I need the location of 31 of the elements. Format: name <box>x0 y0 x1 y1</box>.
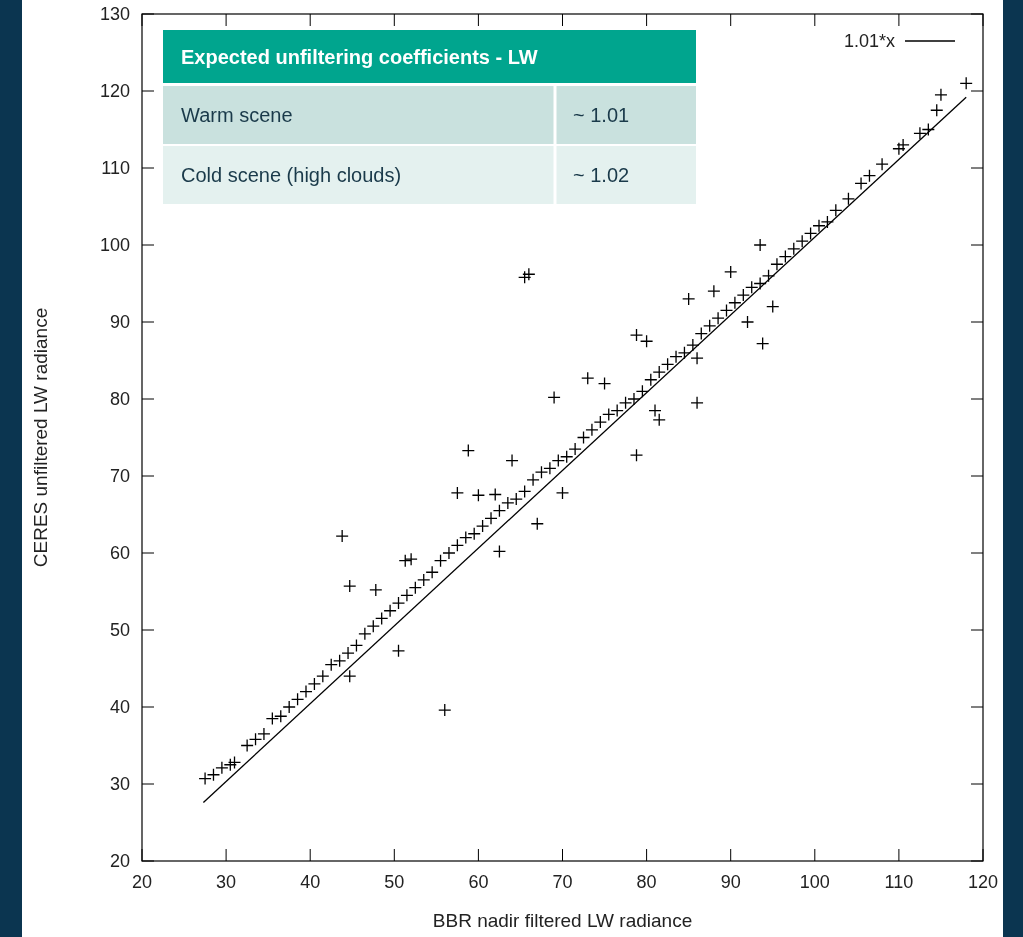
y-tick-label: 70 <box>109 466 130 486</box>
x-tick-label: 70 <box>552 872 573 892</box>
x-tick-label: 100 <box>799 872 830 892</box>
annotation: Cold scene (high clouds) <box>181 164 402 186</box>
x-tick-label: 40 <box>300 872 321 892</box>
annotation: ~ 1.01 <box>573 104 630 126</box>
annotation: ~ 1.02 <box>573 164 630 186</box>
x-tick-label: 120 <box>967 872 999 892</box>
y-tick-label: 90 <box>109 312 130 332</box>
x-tick-label: 90 <box>720 872 741 892</box>
y-tick-label: 80 <box>109 389 130 409</box>
y-tick-label: 130 <box>99 4 130 24</box>
y-tick-label: 60 <box>109 543 130 563</box>
annotation: Warm scene <box>181 104 293 126</box>
y-tick-label: 110 <box>101 158 130 178</box>
x-tick-label: 20 <box>131 872 153 892</box>
y-tick-label: 100 <box>99 235 130 255</box>
y-tick-label: 40 <box>109 697 130 717</box>
x-tick-label: 110 <box>884 872 914 892</box>
y-tick-label: 50 <box>109 620 130 640</box>
x-axis-title: BBR nadir filtered LW radiance <box>432 910 693 931</box>
legend-label: 1.01*x <box>843 31 895 51</box>
annotation: Expected unfiltering coefficients - LW <box>181 46 538 68</box>
x-tick-label: 60 <box>468 872 489 892</box>
y-tick-label: 20 <box>109 851 130 871</box>
y-tick-label: 120 <box>99 81 130 101</box>
y-axis-title: CERES unfiltered LW radiance <box>30 307 51 568</box>
y-tick-label: 30 <box>109 774 130 794</box>
x-tick-label: 50 <box>384 872 405 892</box>
x-tick-label: 30 <box>216 872 237 892</box>
x-tick-label: 80 <box>636 872 657 892</box>
